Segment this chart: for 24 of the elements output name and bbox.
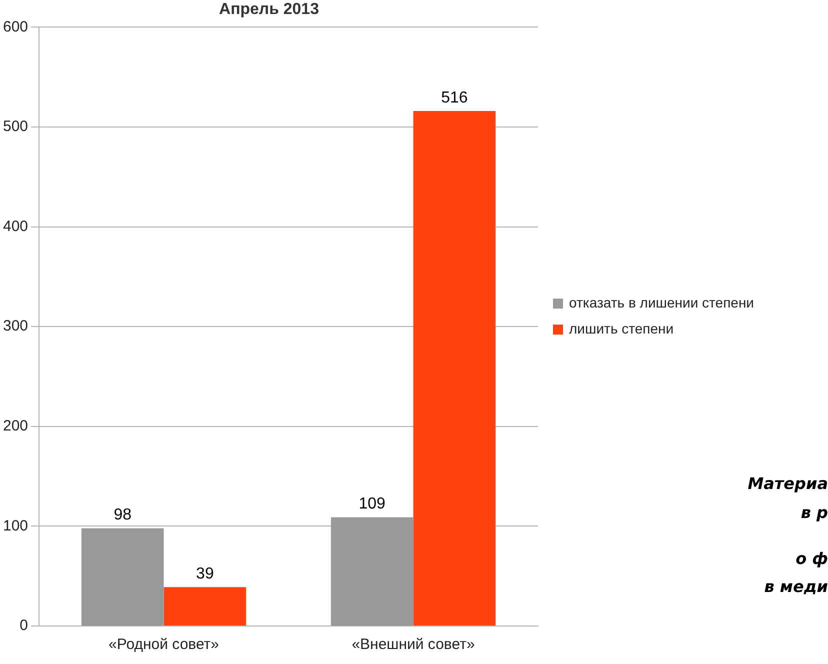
legend-label: лишить степени bbox=[569, 320, 674, 336]
data-label: 109 bbox=[358, 496, 386, 513]
text: в р bbox=[800, 503, 828, 522]
x-tick-label: «Внешний совет» bbox=[352, 636, 475, 654]
bar bbox=[413, 111, 496, 626]
chart-title: Апрель 2013 bbox=[219, 1, 320, 18]
y-tick-label: 0 bbox=[20, 617, 28, 634]
data-label: 516 bbox=[441, 89, 468, 106]
y-tick-label: 400 bbox=[2, 218, 28, 235]
legend-label: отказать в лишении степени bbox=[569, 294, 754, 310]
data-label: 98 bbox=[114, 506, 132, 524]
y-tick-label: 500 bbox=[2, 118, 28, 136]
text: о ф bbox=[796, 549, 828, 568]
data-label: 39 bbox=[196, 565, 214, 582]
bar bbox=[330, 517, 414, 626]
bar bbox=[164, 587, 246, 626]
text: в меди bbox=[764, 577, 828, 596]
text: Материа bbox=[748, 474, 828, 494]
y-tick-label: 200 bbox=[2, 418, 28, 435]
x-tick-label: «Родной совет» bbox=[108, 636, 220, 654]
y-tick-label: 300 bbox=[2, 318, 28, 335]
y-tick-label: 600 bbox=[2, 18, 28, 36]
y-tick-label: 100 bbox=[2, 517, 28, 534]
bar bbox=[81, 528, 164, 626]
